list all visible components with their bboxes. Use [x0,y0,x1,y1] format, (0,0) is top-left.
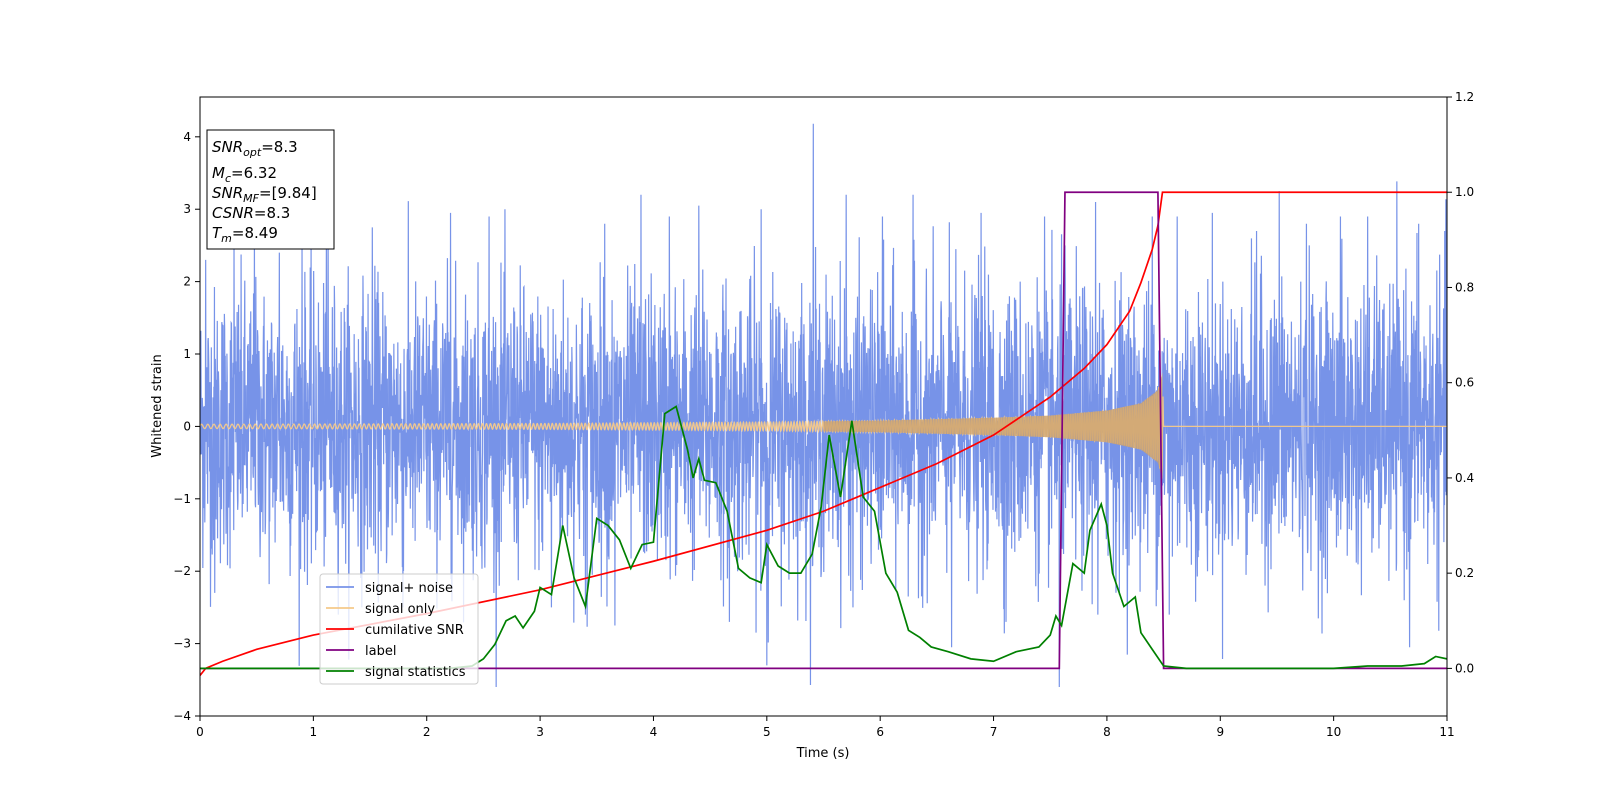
info-tm: Tm=8.49 [212,224,278,245]
x-tick-label: 4 [650,725,658,739]
y2-tick-label: 1.2 [1455,90,1474,104]
series-signal-statistics-line [200,405,1447,670]
info-snr-opt: SNRopt=8.3 [212,138,298,159]
y2-tick-label: 0.2 [1455,566,1474,580]
info-snr-mf: SNRMF=[9.84] [212,184,317,205]
series-signal-only-envelope [823,372,1163,481]
y-tick-label: 0 [183,419,191,433]
x-tick-label: 0 [196,725,204,739]
x-tick-label: 6 [876,725,884,739]
y-axis-label: Whitened strain [150,354,165,457]
y-tick-label: −1 [173,492,191,506]
y-tick-label: −4 [173,709,191,723]
x-axis-ticks: 0 1 2 3 4 5 6 7 8 9 10 11 [196,716,1455,739]
x-tick-label: 10 [1326,725,1341,739]
legend-label-signal-only: signal only [365,602,435,617]
y2-tick-label: 1.0 [1455,185,1474,199]
legend: signal+ noise signal only cumilative SNR la… [319,573,479,685]
y-tick-label: 3 [183,202,191,216]
x-axis-label: Time (s) [796,746,850,761]
legend-label-cumilative-snr: cumilative SNR [365,623,464,638]
x-tick-label: 3 [536,725,544,739]
x-tick-label: 7 [990,725,998,739]
legend-label-label: label [365,644,396,659]
legend-frame [319,573,479,685]
x-tick-label: 11 [1439,725,1454,739]
x-tick-label: 8 [1103,725,1111,739]
x-tick-label: 2 [423,725,431,739]
series-cumilative-snr-line [200,191,1447,677]
info-mc: Mc=6.32 [212,164,277,185]
y-axis-ticks: −4 −3 −2 −1 0 1 2 3 4 [173,130,200,723]
y2-tick-label: 0.0 [1455,661,1474,675]
axes-frame [199,96,1448,717]
y2-axis-ticks: 0.0 0.2 0.4 0.6 0.8 1.0 1.2 [1447,90,1474,675]
legend-label-signal-noise: signal+ noise [365,581,453,596]
info-csnr: CSNR=8.3 [212,204,290,222]
y2-tick-label: 0.8 [1455,280,1474,294]
y2-tick-label: 0.6 [1455,376,1474,390]
x-tick-label: 5 [763,725,771,739]
info-box-frame [206,129,335,250]
y-tick-label: 2 [183,275,191,289]
legend-label-signal-statistics: signal statistics [365,665,466,680]
y-tick-label: −2 [173,564,191,578]
info-box: SNRopt=8.3 Mc=6.32 SNRMF=[9.84] CSNR=8.3… [206,129,335,250]
plot-area [200,123,1447,688]
y-tick-label: 1 [183,347,191,361]
y-tick-label: 4 [183,130,191,144]
y2-tick-label: 0.4 [1455,471,1474,485]
x-tick-label: 9 [1216,725,1224,739]
x-tick-label: 1 [310,725,318,739]
y-tick-label: −3 [173,637,191,651]
